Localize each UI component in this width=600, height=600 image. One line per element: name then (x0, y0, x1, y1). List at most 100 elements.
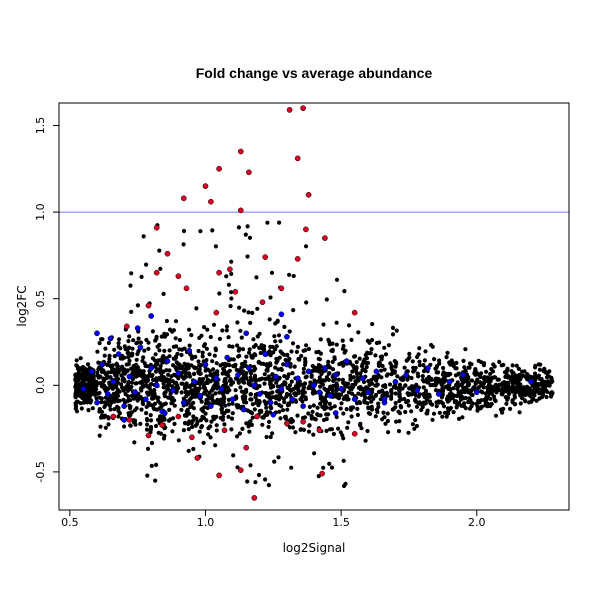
data-point-background (102, 404, 107, 410)
x-tick-label: 0.5 (61, 516, 79, 529)
data-point-background (432, 357, 437, 362)
data-point-background (141, 384, 146, 390)
data-point-background (253, 480, 258, 485)
data-point-background (488, 371, 493, 376)
data-point-background (220, 371, 225, 376)
data-point-background (102, 378, 107, 383)
data-point-background (367, 382, 372, 387)
data-point (284, 361, 290, 368)
data-point-background (233, 394, 239, 399)
data-point-background (129, 271, 134, 276)
data-point (213, 375, 220, 382)
data-point-background (365, 360, 371, 366)
data-point-background (423, 349, 428, 354)
data-point (110, 378, 117, 385)
data-point-background (402, 396, 407, 402)
data-point (110, 413, 117, 420)
data-point-background (247, 347, 252, 352)
data-point-background (250, 310, 255, 315)
data-point-background (97, 381, 102, 386)
data-point (294, 375, 301, 382)
data-point-background (389, 372, 394, 377)
data-point-background (393, 391, 398, 396)
data-point (351, 309, 358, 316)
data-point-background (257, 400, 262, 405)
data-point-background (349, 337, 354, 342)
data-point-background (309, 413, 314, 419)
data-point-background (85, 382, 90, 387)
data-point-background (187, 371, 192, 377)
data-point (289, 396, 296, 403)
data-point-background (106, 422, 111, 427)
data-point-background (283, 414, 288, 419)
data-point-background (193, 354, 198, 359)
data-point-background (111, 391, 116, 396)
data-point-background (213, 348, 218, 353)
data-point-background (116, 370, 121, 375)
data-point-background (300, 389, 305, 394)
data-point-background (250, 415, 255, 420)
data-point-background (175, 361, 180, 366)
data-point-background (239, 389, 245, 394)
data-point-background (271, 350, 276, 355)
data-point-background (184, 389, 189, 394)
data-point-background (200, 406, 205, 411)
data-point-background (301, 366, 306, 371)
data-point-background (339, 401, 344, 406)
data-point-background (114, 362, 119, 367)
data-point (126, 417, 133, 423)
data-point (243, 330, 250, 337)
data-point-background (456, 371, 461, 376)
data-point-background (146, 401, 151, 406)
data-point-background (409, 409, 414, 414)
data-point (435, 391, 442, 397)
data-point-background (354, 369, 359, 374)
data-point (351, 430, 358, 437)
data-point-background (371, 374, 376, 379)
data-point-background (375, 375, 380, 380)
data-point-background (451, 386, 456, 391)
data-point-background (459, 377, 464, 382)
data-point-background (303, 244, 309, 249)
data-point-background (488, 378, 493, 383)
data-point-background (81, 380, 86, 385)
data-point-background (299, 427, 304, 432)
data-point-background (422, 358, 427, 363)
data-point-background (122, 371, 127, 376)
data-point-background (265, 412, 270, 417)
data-point-background (438, 379, 443, 384)
data-point-background (276, 333, 282, 338)
data-point-background (99, 384, 104, 389)
data-point-background (222, 367, 227, 373)
data-point-background (403, 383, 408, 388)
data-point-background (161, 436, 167, 441)
data-point-background (162, 391, 167, 396)
data-point-background (369, 399, 374, 404)
data-point-background (520, 369, 525, 374)
data-point (227, 266, 233, 273)
data-point-background (112, 347, 117, 352)
data-point (254, 413, 260, 420)
data-point-background (259, 343, 264, 348)
data-point-background (94, 391, 99, 396)
data-point (121, 403, 127, 409)
data-point (153, 269, 160, 276)
data-point-background (413, 365, 418, 370)
data-point-background (445, 350, 450, 355)
data-point-background (191, 400, 196, 405)
data-point-background (128, 398, 133, 403)
data-point-background (165, 379, 170, 384)
data-point-background (471, 385, 476, 390)
data-point-background (127, 334, 132, 339)
data-point (134, 325, 141, 331)
data-point-background (409, 392, 414, 397)
data-point-background (154, 376, 159, 381)
data-point-background (299, 353, 304, 359)
data-point-background (142, 361, 147, 366)
data-point-background (365, 428, 370, 434)
data-point-background (433, 378, 438, 383)
data-point-background (327, 387, 332, 392)
data-point-background (233, 362, 238, 367)
data-point-background (307, 423, 312, 428)
data-point-background (202, 325, 207, 330)
